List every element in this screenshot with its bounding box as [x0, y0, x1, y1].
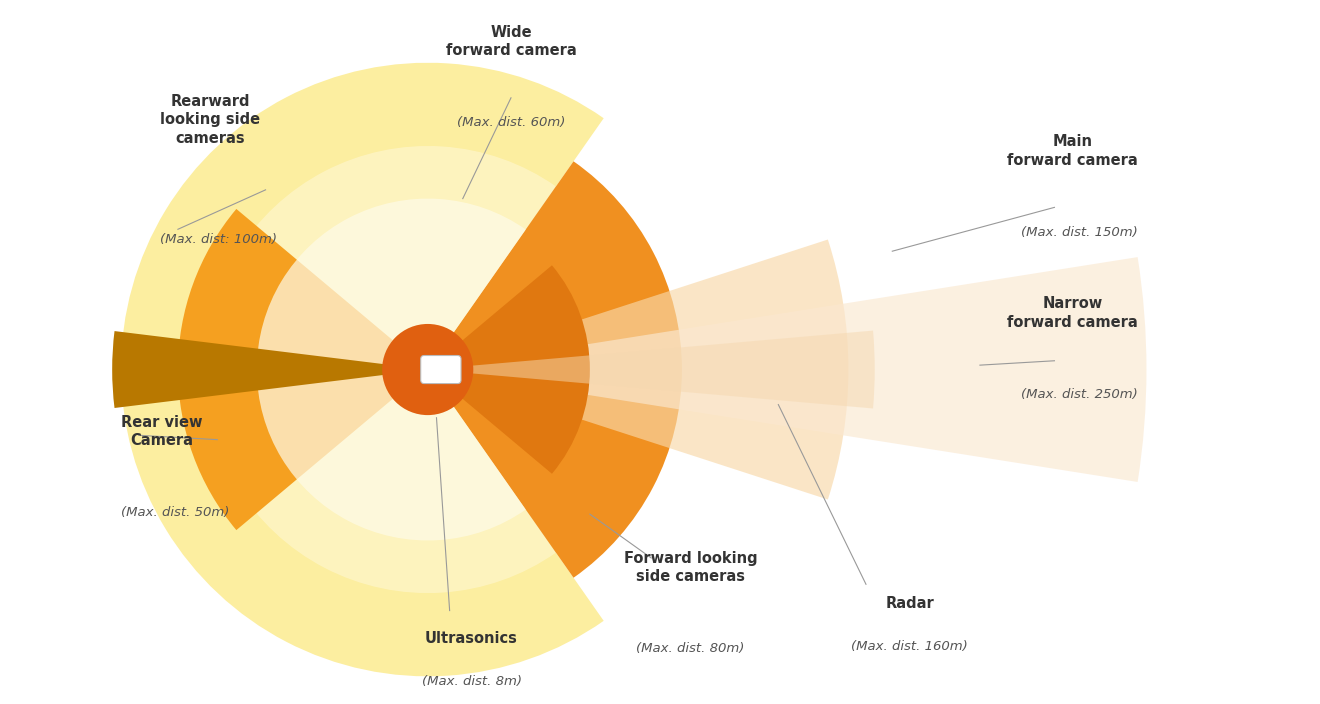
Text: (Max. dist. 80m): (Max. dist. 80m) — [636, 642, 744, 655]
Wedge shape — [178, 209, 428, 530]
Wedge shape — [205, 146, 556, 593]
Text: Ultrasonics: Ultrasonics — [425, 631, 517, 646]
Wedge shape — [428, 239, 849, 500]
FancyBboxPatch shape — [421, 356, 461, 384]
Text: (Max. dist. 150m): (Max. dist. 150m) — [1020, 226, 1138, 239]
Wedge shape — [112, 331, 428, 408]
Text: Rearward
looking side
cameras: Rearward looking side cameras — [160, 94, 260, 146]
Wedge shape — [121, 63, 603, 677]
Text: Forward looking
side cameras: Forward looking side cameras — [624, 551, 758, 584]
Text: Wide
forward camera: Wide forward camera — [446, 25, 577, 58]
Circle shape — [383, 324, 474, 415]
Wedge shape — [428, 265, 590, 474]
Text: (Max. dist. 50m): (Max. dist. 50m) — [121, 506, 230, 520]
Wedge shape — [257, 199, 525, 541]
Text: (Max. dist. 60m): (Max. dist. 60m) — [457, 116, 565, 130]
Wedge shape — [428, 161, 682, 578]
Wedge shape — [428, 257, 1147, 482]
Text: (Max. dist. 250m): (Max. dist. 250m) — [1020, 388, 1138, 401]
Text: Radar: Radar — [886, 596, 935, 610]
Wedge shape — [428, 187, 651, 553]
Text: (Max. dist: 100m): (Max. dist: 100m) — [160, 233, 277, 246]
Text: Main
forward camera: Main forward camera — [1007, 134, 1138, 168]
Text: Narrow
forward camera: Narrow forward camera — [1007, 296, 1138, 330]
Text: Rear view
Camera: Rear view Camera — [121, 415, 202, 448]
Text: (Max. dist. 160m): (Max. dist. 160m) — [851, 639, 968, 653]
Wedge shape — [428, 331, 875, 408]
Text: (Max. dist. 8m): (Max. dist. 8m) — [421, 674, 521, 688]
